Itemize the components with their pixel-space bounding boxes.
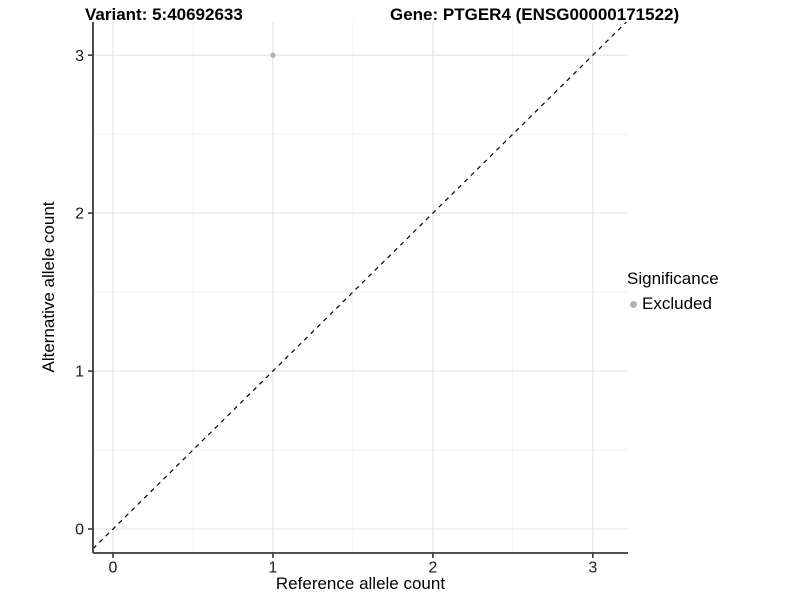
y-tick-label: 1 (75, 364, 84, 381)
legend-title: Significance (627, 269, 719, 288)
y-tick-label: 3 (75, 48, 84, 65)
identity-line (92, 21, 627, 550)
legend-items: Excluded (627, 294, 719, 314)
y-tick-label: 0 (75, 522, 84, 539)
plot-title-variant: Variant: 5:40692633 (85, 5, 243, 24)
legend: Significance Excluded (627, 269, 719, 314)
x-tick-label: 3 (588, 559, 597, 576)
x-axis-title: Reference allele count (275, 574, 446, 593)
y-axis-title: Alternative allele count (39, 201, 58, 373)
x-tick-label: 2 (428, 559, 437, 576)
plot-title-gene: Gene: PTGER4 (ENSG00000171522) (390, 5, 680, 24)
legend-item: Excluded (627, 294, 719, 314)
legend-point-icon (630, 300, 637, 308)
x-tick-label: 0 (109, 559, 118, 576)
legend-item-label: Excluded (642, 294, 712, 313)
x-tick-label: 1 (268, 559, 277, 576)
y-tick-label: 2 (75, 206, 84, 223)
data-point (270, 52, 276, 58)
